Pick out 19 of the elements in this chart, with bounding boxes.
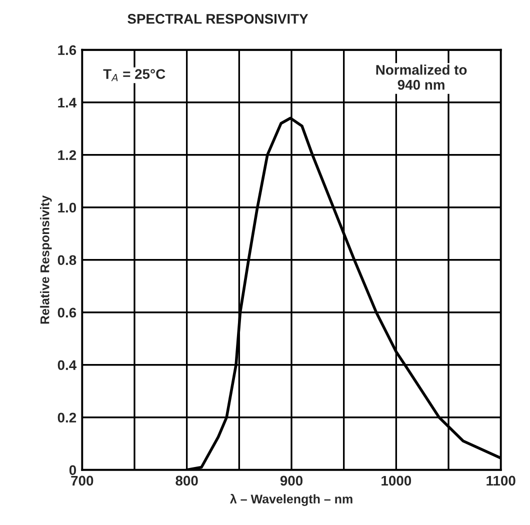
- y-tick-label: 0.2: [58, 412, 76, 423]
- annotation: Normalized to 940 nm: [376, 64, 467, 90]
- y-tick-label: 0.4: [58, 360, 77, 370]
- y-tick-label: 1.0: [58, 202, 76, 213]
- chart-title: SPECTRAL RESPONSIVITY: [128, 14, 308, 24]
- x-tick-label: 1100: [486, 476, 516, 486]
- y-tick-label: 1.6: [58, 45, 76, 56]
- x-tick-label: 900: [280, 476, 303, 486]
- y-tick-label: 0.6: [58, 308, 76, 318]
- x-tick-label: 1000: [382, 476, 412, 486]
- y-tick-label: 1.2: [58, 150, 76, 160]
- y-axis-title: Relative Responsivity: [40, 195, 52, 324]
- annotation: T$_{A}$ = 25°C: [103, 69, 166, 82]
- y-tick-label: 0: [69, 465, 76, 476]
- y-tick-label: 0.8: [58, 255, 76, 266]
- x-tick-label: 800: [176, 476, 198, 486]
- y-tick-label: 1.4: [58, 98, 77, 108]
- x-tick-label: 700: [71, 476, 94, 486]
- x-axis-title: λ – Wavelength – nm: [230, 494, 352, 506]
